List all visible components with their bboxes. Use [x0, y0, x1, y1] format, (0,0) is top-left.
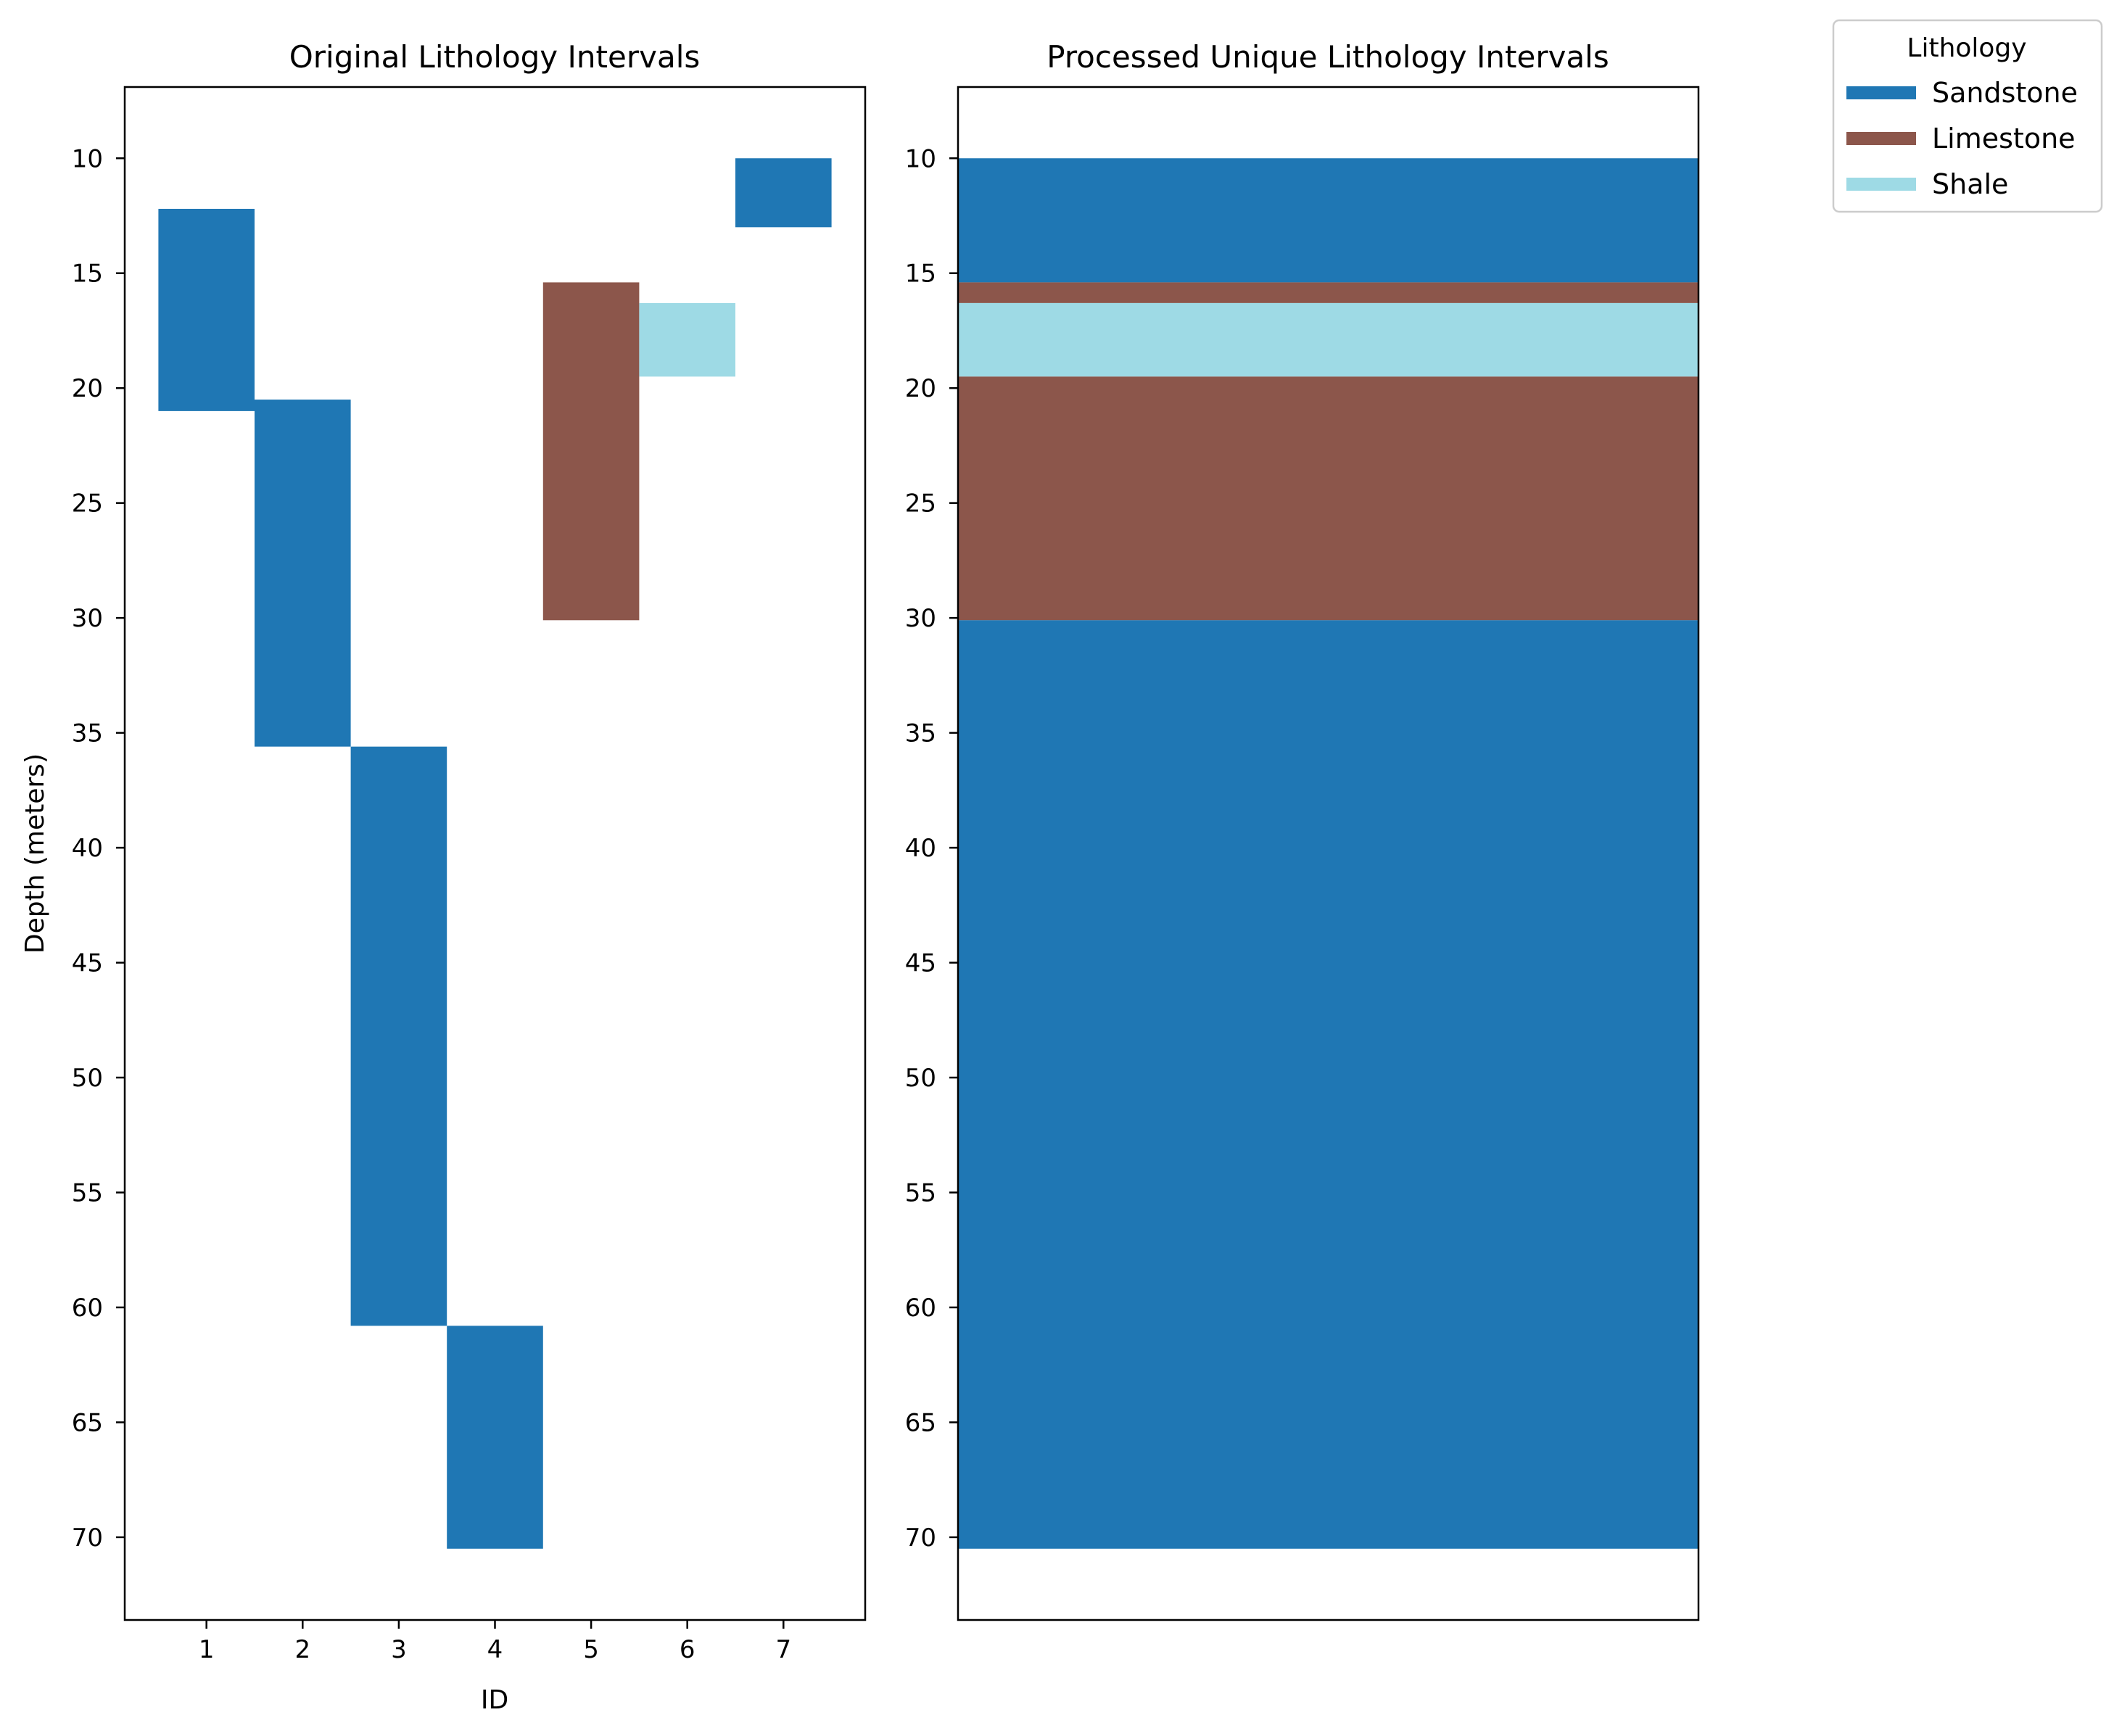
unique-interval-band-3	[958, 302, 1698, 377]
left-x-axis-label: ID	[481, 1685, 508, 1715]
legend-label-limestone: Limestone	[1932, 123, 2076, 154]
left-x-tick-label: 5	[583, 1635, 599, 1664]
left-x-tick-label: 4	[487, 1635, 503, 1664]
left-x-tick-label: 7	[775, 1635, 791, 1664]
left-y-tick-label: 35	[72, 719, 103, 748]
left-y-axis-label: Depth (meters)	[20, 753, 50, 954]
left-y-tick-label: 55	[72, 1178, 103, 1207]
unique-interval-band-1	[958, 158, 1698, 283]
right-y-tick-label: 45	[905, 949, 936, 978]
left-y-tick-label: 10	[72, 144, 103, 173]
unique-interval-band-4	[958, 376, 1698, 621]
legend: Lithology Sandstone Limestone Shale	[1832, 19, 2103, 213]
right-interval-bars	[958, 158, 1698, 1549]
left-x-tick-label: 6	[680, 1635, 695, 1664]
right-y-tick-label: 30	[905, 604, 936, 633]
legend-label-shale: Shale	[1932, 168, 2008, 200]
interval-bar-id-7	[735, 158, 832, 228]
legend-label-sandstone: Sandstone	[1932, 77, 2078, 109]
left-y-tick-label: 30	[72, 604, 103, 633]
right-y-tick-label: 50	[905, 1064, 936, 1093]
right-y-tick-label: 60	[905, 1294, 936, 1323]
right-y-ticks: 10 15 20 25 30 35 40 45 50 55 60 65 70	[905, 144, 958, 1553]
left-y-tick-label: 15	[72, 260, 103, 289]
interval-bar-id-5	[542, 282, 640, 621]
right-axes-frame	[957, 86, 1700, 1621]
left-y-tick-label: 50	[72, 1064, 103, 1093]
right-y-tick-label: 65	[905, 1408, 936, 1437]
left-y-tick-label: 20	[72, 374, 103, 403]
interval-bar-id-3	[350, 746, 447, 1326]
right-y-tick-label: 10	[905, 144, 936, 173]
right-y-tick-label: 15	[905, 260, 936, 289]
legend-frame	[1832, 19, 2103, 213]
left-y-tick-label: 25	[72, 489, 103, 518]
right-y-tick-label: 25	[905, 489, 936, 518]
left-y-tick-label: 70	[72, 1524, 103, 1553]
right-y-tick-label: 70	[905, 1524, 936, 1553]
left-x-tick-label: 2	[294, 1635, 310, 1664]
unique-interval-band-5	[958, 620, 1698, 1549]
left-y-tick-label: 65	[72, 1408, 103, 1437]
interval-bar-id-1	[158, 208, 255, 411]
left-interval-bars	[158, 158, 832, 1549]
right-y-tick-label: 35	[905, 719, 936, 748]
right-y-tick-label: 40	[905, 834, 936, 863]
left-y-tick-label: 40	[72, 834, 103, 863]
right-y-tick-label: 55	[905, 1178, 936, 1207]
processed-intervals-panel: Processed Unique Lithology Intervals 101…	[905, 39, 1700, 1621]
interval-bar-id-6	[639, 302, 735, 377]
left-x-ticks: 1 2 3 4 5 6 7	[199, 1620, 791, 1664]
interval-bar-id-2	[255, 400, 351, 747]
legend-entries: Sandstone Limestone Shale	[1846, 77, 2078, 200]
right-panel-title: Processed Unique Lithology Intervals	[1046, 39, 1609, 75]
left-y-tick-label: 45	[72, 949, 103, 978]
left-y-ticks: 10 15 20 25 30 35 40 45 50 55 60 65 70	[72, 144, 125, 1553]
interval-bar-id-4	[447, 1326, 543, 1549]
unique-interval-band-2	[958, 282, 1698, 303]
left-x-tick-label: 1	[199, 1635, 215, 1664]
left-y-tick-label: 60	[72, 1294, 103, 1323]
left-x-tick-label: 3	[391, 1635, 407, 1664]
right-y-tick-label: 20	[905, 374, 936, 403]
left-panel-title: Original Lithology Intervals	[289, 39, 701, 75]
legend-title: Lithology	[1907, 33, 2026, 63]
